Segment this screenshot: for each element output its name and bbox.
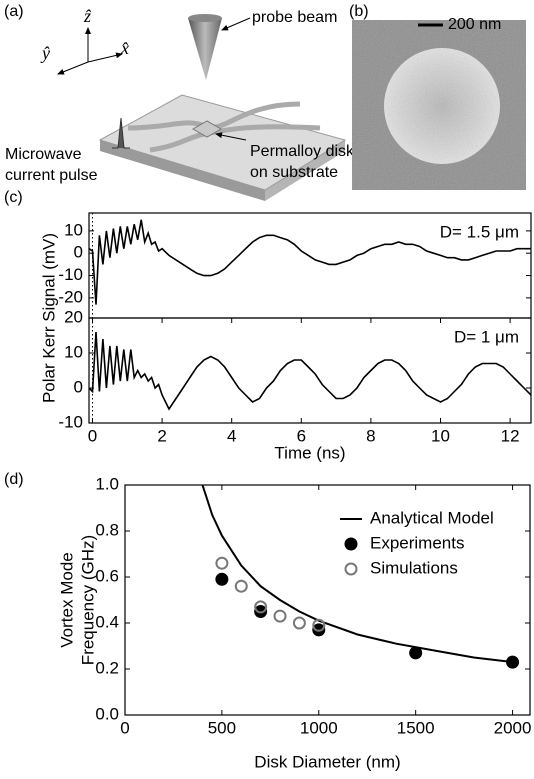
legend-label: Analytical Model <box>370 508 494 527</box>
x-tick-label: 4 <box>227 426 236 445</box>
y-label: Frequency (GHz) <box>78 535 97 665</box>
y-tick-label: 0.2 <box>95 658 119 677</box>
signal-line <box>88 219 531 305</box>
y-tick-label: 0 <box>74 243 83 262</box>
substrate <box>98 94 347 191</box>
x-tick-label: 12 <box>501 426 520 445</box>
model-line <box>201 484 513 664</box>
substrate-side <box>265 140 345 201</box>
x-tick-label: 2000 <box>494 718 532 737</box>
y-tick-label: 0 <box>74 377 83 396</box>
plot-frame <box>124 484 531 716</box>
panel-label: (d) <box>4 471 24 488</box>
label: on substrate <box>250 164 338 181</box>
x-label: Disk Diameter (nm) <box>254 752 400 771</box>
y-tick-label: 0.4 <box>95 612 119 631</box>
legend-swatch <box>344 537 358 551</box>
axis-label: ŷ <box>40 43 50 63</box>
data-point <box>273 609 287 623</box>
y-tick-label: 10 <box>64 220 83 239</box>
y-tick-label: 1.0 <box>95 474 119 493</box>
label: Permalloy disks <box>250 143 362 160</box>
data-point <box>234 579 248 593</box>
label: probe beam <box>252 9 337 26</box>
plot-frame <box>88 317 532 424</box>
axis-label: ẑ <box>83 6 92 26</box>
data-point <box>254 600 268 614</box>
y-tick-label: 0.6 <box>95 566 119 585</box>
label: current pulse <box>5 167 98 184</box>
axis-label: x̂ <box>120 38 129 58</box>
legend-swatch <box>344 562 358 576</box>
y-tick-label: 10 <box>64 342 83 361</box>
pulse-icon <box>112 117 130 149</box>
data-point <box>506 655 520 669</box>
x-tick-label: 0 <box>88 426 97 445</box>
panel-label: (b) <box>349 3 369 20</box>
pointer <box>221 17 251 31</box>
x-tick-label: 500 <box>208 718 236 737</box>
y-tick-label: -20 <box>58 287 83 306</box>
axis-arrow <box>57 61 89 75</box>
y-tick-label: 0.0 <box>95 704 119 723</box>
y-tick-label: -10 <box>58 412 83 431</box>
data-point <box>409 646 423 660</box>
panel-a: (a) ẑ ŷ x̂ probe beam Microwave current … <box>4 3 362 201</box>
pointer <box>215 132 247 141</box>
panel-label: (c) <box>4 189 23 206</box>
y-tick-label: 0.8 <box>95 520 119 539</box>
disk-pad <box>191 120 223 138</box>
substrate-side <box>100 140 265 201</box>
panel-label: (a) <box>4 3 24 20</box>
probe-cone-top <box>188 14 222 22</box>
y-label: Vortex Mode <box>57 552 76 647</box>
data-point <box>312 618 326 632</box>
x-tick-label: 6 <box>297 426 306 445</box>
probe-cone <box>188 18 222 80</box>
y-label: Polar Kerr Signal (mV) <box>39 233 58 403</box>
data-point <box>215 572 229 586</box>
x-tick-label: 1500 <box>397 718 435 737</box>
data-point <box>292 616 306 630</box>
annotation: D= 1.5 μm <box>440 222 519 241</box>
y-tick-label: -10 <box>58 265 83 284</box>
y-tick-label: 20 <box>64 307 83 326</box>
annotation: D= 1 μm <box>454 327 519 346</box>
x-tick-label: 0 <box>120 718 129 737</box>
legend-label: Experiments <box>370 533 464 552</box>
axis-arrow <box>87 52 123 63</box>
signal-line <box>88 331 532 411</box>
noise <box>352 20 526 190</box>
scale-label: 200 nm <box>448 16 501 33</box>
data-point <box>215 556 229 570</box>
panel-b: (b) 200 nm <box>349 3 526 190</box>
x-label: Time (ns) <box>274 443 345 462</box>
legend-label: Simulations <box>370 558 458 577</box>
x-tick-label: 10 <box>431 426 450 445</box>
x-tick-label: 1000 <box>300 718 338 737</box>
x-tick-label: 8 <box>366 426 375 445</box>
label: Microwave <box>5 146 82 163</box>
x-tick-label: 2 <box>157 426 166 445</box>
